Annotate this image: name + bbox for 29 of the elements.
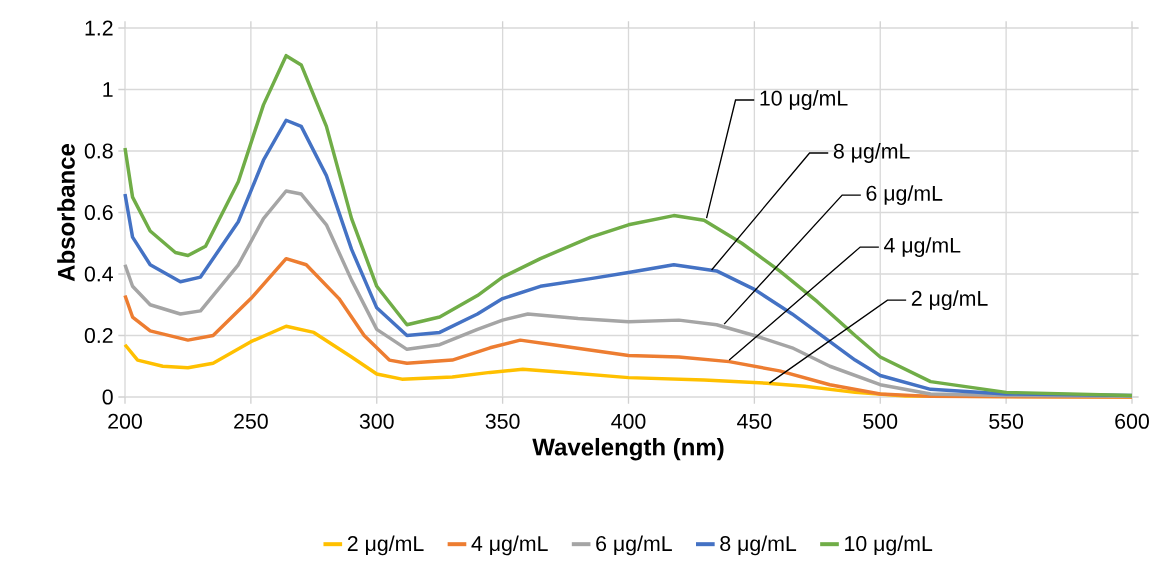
annotation: 8 μg/mL: [833, 143, 910, 163]
annotation: 4 μg/mL: [884, 237, 961, 258]
x-tick-label: 300: [359, 413, 394, 429]
x-tick-label: 250: [234, 413, 268, 429]
legend-label: 6 μg/mL: [596, 535, 672, 556]
x-tick-label: 600: [1115, 413, 1149, 429]
legend-label: 4 μg/mL: [471, 535, 548, 556]
y-tick-label: 0.6: [84, 204, 113, 221]
annotation: 2 μg/mL: [911, 290, 988, 311]
y-tick-label: 0.2: [84, 327, 113, 344]
x-tick-label: 500: [863, 413, 898, 429]
legend-label: 2 μg/mL: [347, 535, 424, 556]
legend-label: 8 μg/mL: [720, 535, 797, 556]
x-tick-label: 450: [737, 413, 772, 429]
legend-label: 10 μg/mL: [845, 535, 933, 556]
x-axis-title: Wavelength (nm): [532, 437, 724, 461]
y-tick-label: 1: [103, 82, 113, 97]
y-tick-label: 0: [102, 389, 113, 405]
y-tick-label: 0.4: [84, 266, 113, 282]
x-tick-label: 400: [611, 413, 646, 429]
y-tick-label: 1.2: [85, 20, 113, 36]
line-series: [123, 53, 1134, 398]
x-tick-label: 550: [989, 413, 1024, 429]
annotation: 10 μg/mL: [760, 90, 848, 110]
x-tick-label: 200: [108, 413, 142, 429]
y-axis-title: Absorbance: [57, 143, 75, 282]
x-tick-label: 350: [485, 413, 520, 429]
y-tick-label: 0.8: [84, 143, 113, 159]
annotation: 6 μg/mL: [866, 185, 943, 206]
